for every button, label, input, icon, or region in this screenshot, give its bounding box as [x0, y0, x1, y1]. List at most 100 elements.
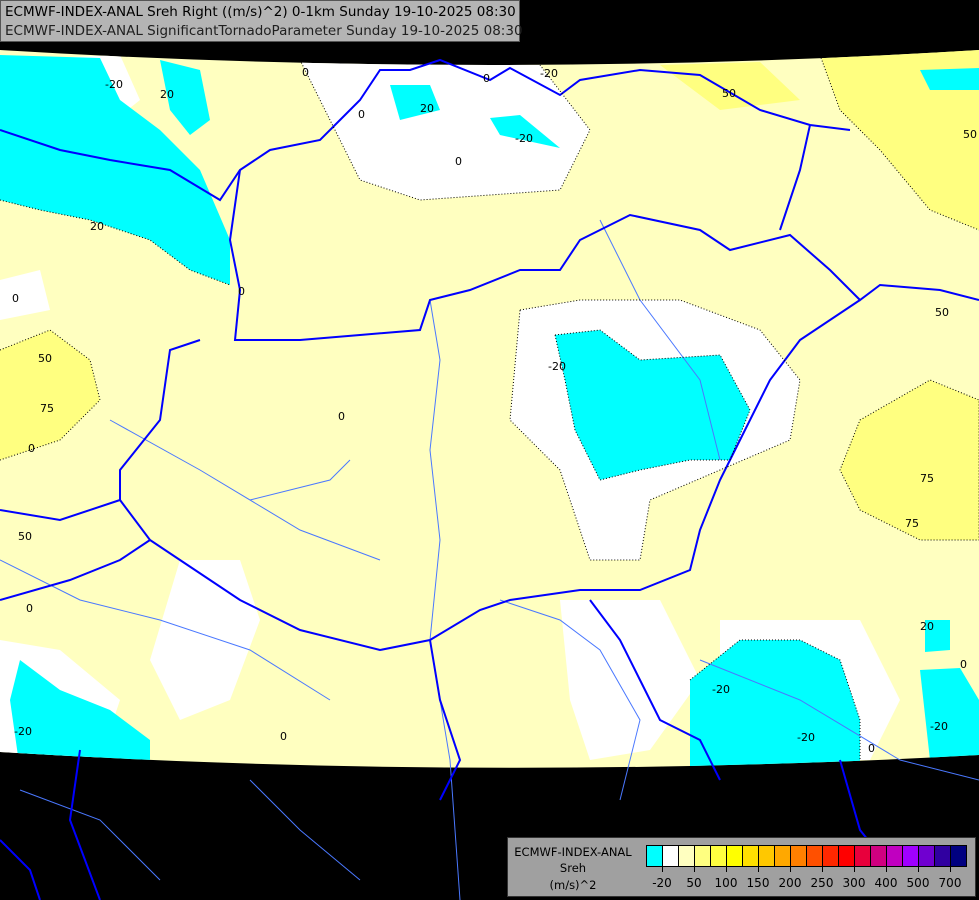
legend-tick-label: 100	[714, 876, 738, 890]
legend-tick	[918, 867, 919, 872]
legend-swatch	[919, 846, 935, 866]
legend-swatch	[775, 846, 791, 866]
legend-swatch	[935, 846, 951, 866]
contour-label: 75	[905, 517, 919, 530]
legend-swatch	[887, 846, 903, 866]
color-legend: ECMWF-INDEX-ANAL Sreh (m/s)^2 -20 50 100 15…	[507, 837, 976, 897]
legend-swatch	[871, 846, 887, 866]
legend-swatch	[695, 846, 711, 866]
river	[249, 459, 351, 501]
cyan-region	[390, 85, 440, 120]
legend-tick-label: 500	[906, 876, 930, 890]
legend-swatch	[679, 846, 695, 866]
legend-swatch	[791, 846, 807, 866]
yellow-region	[820, 50, 979, 230]
cyan-region	[10, 660, 150, 768]
cyan-region	[920, 668, 979, 760]
white-region	[300, 60, 590, 200]
legend-tick-label: -20	[652, 876, 672, 890]
contour-label: -20	[14, 725, 32, 738]
legend-model: ECMWF-INDEX-ANAL	[514, 845, 632, 859]
cyan-region	[555, 330, 750, 480]
legend-tick-label: 250	[810, 876, 834, 890]
legend-tick-label: 200	[778, 876, 802, 890]
river	[19, 789, 161, 881]
border	[429, 639, 462, 801]
cyan-region	[925, 620, 950, 652]
contour-label: 0	[960, 658, 967, 671]
white-region	[0, 270, 50, 320]
legend-tick	[758, 867, 759, 872]
contour-label: 0	[455, 155, 462, 168]
river	[699, 659, 979, 781]
river	[499, 599, 641, 801]
legend-swatch	[951, 846, 966, 866]
contours	[0, 54, 979, 770]
contour-label: 0	[868, 742, 875, 755]
contour-label: 0	[338, 410, 345, 423]
contour-label: 0	[358, 108, 365, 121]
legend-tick-label: 700	[938, 876, 962, 890]
contour-label: 75	[40, 402, 54, 415]
legend-swatches	[646, 845, 967, 867]
river	[0, 559, 331, 701]
contour-label: -20	[540, 67, 558, 80]
legend-tick	[790, 867, 791, 872]
white-region	[150, 560, 260, 720]
legend-tick	[822, 867, 823, 872]
legend-tick	[694, 867, 695, 872]
legend-swatch	[663, 846, 679, 866]
contour-label: 50	[38, 352, 52, 365]
rivers	[0, 219, 979, 900]
river	[249, 779, 361, 881]
sreh-field	[0, 50, 979, 768]
legend-tick-label: 300	[842, 876, 866, 890]
contour-label: 0	[483, 72, 490, 85]
border	[0, 839, 41, 900]
legend-tick-label: 150	[746, 876, 770, 890]
contour-label: 0	[28, 442, 35, 455]
contour-label: 20	[920, 620, 934, 633]
cyan-region	[920, 68, 979, 90]
contour-label: 0	[12, 292, 19, 305]
border	[0, 539, 151, 601]
contour-label: 50	[935, 306, 949, 319]
border	[589, 599, 721, 781]
legend-swatch	[647, 846, 663, 866]
cyan-region	[160, 60, 210, 135]
contour-label: -20	[797, 731, 815, 744]
contour-label: 20	[90, 220, 104, 233]
cyan-region	[0, 55, 230, 285]
legend-tick	[726, 867, 727, 872]
legend-swatch	[807, 846, 823, 866]
legend-swatch	[727, 846, 743, 866]
legend-tick-label: 50	[686, 876, 702, 890]
border	[228, 169, 979, 341]
legend-tick	[662, 867, 663, 872]
title-line-1: ECMWF-INDEX-ANAL Sreh Right ((m/s)^2) 0-…	[5, 4, 516, 20]
contour-label: 0	[238, 285, 245, 298]
contour-label: -20	[712, 683, 730, 696]
contour-label: 20	[420, 102, 434, 115]
border	[779, 124, 811, 231]
white-region	[560, 600, 700, 760]
river	[109, 419, 381, 561]
contour-label: -20	[515, 132, 533, 145]
legend-unit: (m/s)^2	[549, 878, 597, 892]
legend-swatch	[855, 846, 871, 866]
title-box: ECMWF-INDEX-ANAL Sreh Right ((m/s)^2) 0-…	[0, 0, 523, 42]
contour-label: 75	[920, 472, 934, 485]
border	[0, 499, 121, 522]
contour-label: 50	[722, 87, 736, 100]
border	[0, 58, 851, 202]
legend-tick-label: 400	[874, 876, 898, 890]
river	[599, 219, 721, 461]
yellow-region	[840, 380, 979, 540]
legend-tick	[854, 867, 855, 872]
legend-swatch	[711, 846, 727, 866]
contour-label: 0	[302, 66, 309, 79]
title-line-2: ECMWF-INDEX-ANAL SignificantTornadoParam…	[5, 23, 523, 39]
legend-variable: Sreh	[559, 861, 587, 875]
